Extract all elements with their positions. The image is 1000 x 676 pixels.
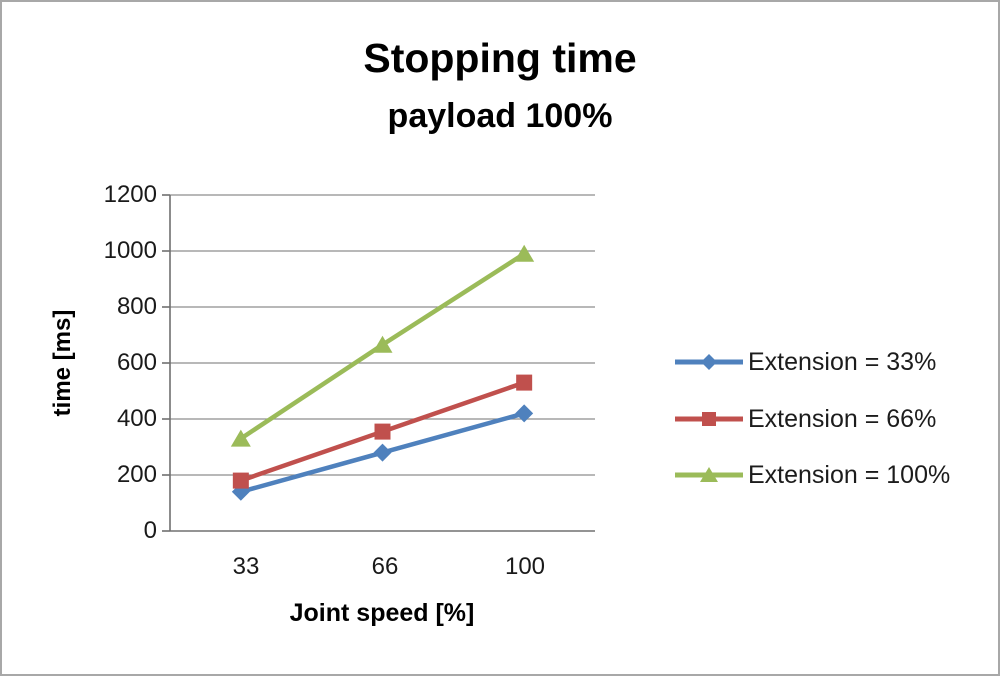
legend-item: Extension = 100% — [674, 460, 950, 490]
x-tick-label: 33 — [232, 553, 260, 580]
series-marker-square — [516, 374, 533, 391]
series-marker-diamond — [515, 404, 534, 423]
legend-marker-triangle-icon — [675, 467, 743, 482]
legend-item: Extension = 66% — [674, 404, 936, 434]
series-marker-triangle — [372, 335, 393, 353]
legend-label: Extension = 100% — [748, 460, 951, 489]
chart-subtitle: payload 100% — [387, 97, 613, 135]
y-tick-label: 800 — [116, 293, 157, 320]
series-marker-diamond — [701, 354, 717, 370]
x-axis-title: Joint speed [%] — [289, 599, 475, 627]
x-tick-label: 100 — [504, 553, 546, 580]
legend-marker-diamond-icon — [675, 354, 743, 370]
series-marker-triangle — [514, 244, 535, 262]
chart-title: Stopping time — [363, 35, 637, 81]
legend-label: Extension = 33% — [748, 347, 937, 376]
y-tick-label: 0 — [143, 517, 157, 544]
x-tick-label: 66 — [371, 553, 399, 580]
series-marker-triangle — [230, 429, 251, 447]
legend-label: Extension = 66% — [748, 404, 937, 433]
y-tick-label: 1000 — [103, 237, 157, 264]
y-tick-label: 400 — [116, 405, 157, 432]
y-tick-label: 1200 — [103, 181, 157, 208]
y-tick-label: 600 — [116, 349, 157, 376]
series-marker-square — [374, 423, 391, 440]
series-marker-diamond — [373, 443, 392, 462]
y-axis-title: time [ms] — [49, 309, 76, 417]
legend: Extension = 33% Extension = 66% Extensio… — [674, 2, 994, 674]
legend-marker-square-icon — [675, 412, 743, 426]
series-marker-square — [702, 412, 716, 426]
series-marker-triangle — [700, 467, 718, 482]
series-marker-square — [232, 472, 249, 489]
y-tick-label: 200 — [116, 461, 157, 488]
legend-item: Extension = 33% — [674, 347, 936, 377]
